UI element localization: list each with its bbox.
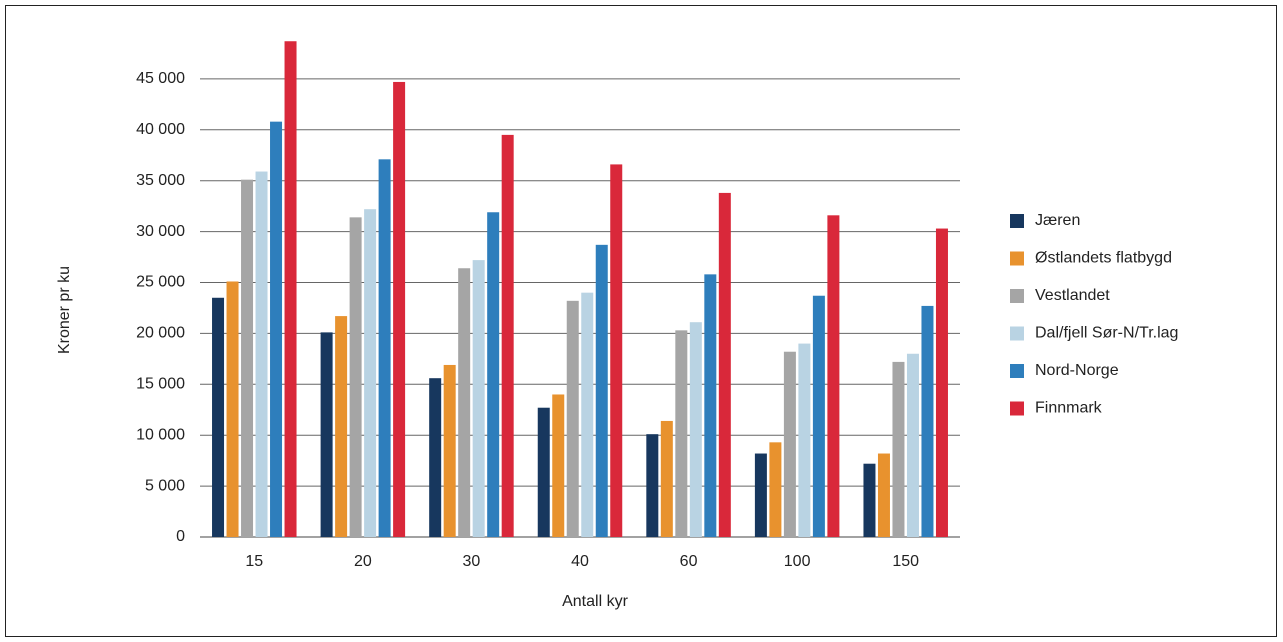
y-axis-title: Kroner pr ku (56, 266, 73, 354)
x-tick-label: 40 (571, 553, 589, 570)
bar (921, 305, 934, 537)
bar (769, 442, 782, 537)
legend-swatch (1010, 214, 1024, 228)
bar (429, 378, 442, 537)
bar (537, 407, 550, 537)
bar (581, 292, 594, 537)
x-tick-label: 60 (680, 553, 698, 570)
bar (349, 217, 362, 537)
bar (877, 453, 890, 537)
bar (335, 316, 348, 537)
bar (487, 212, 500, 537)
bar (689, 322, 702, 537)
bar (458, 268, 471, 537)
bar (704, 274, 717, 537)
y-tick-label: 35 000 (136, 172, 185, 189)
legend-label: Jæren (1035, 212, 1080, 229)
bar (270, 121, 283, 537)
bar (827, 215, 840, 537)
legend-swatch (1010, 326, 1024, 341)
bar (610, 164, 623, 538)
bar (812, 295, 825, 537)
x-tick-label: 100 (784, 553, 811, 570)
x-axis-title: Antall kyr (562, 593, 628, 610)
legend-label: Nord-Norge (1035, 362, 1119, 379)
bar (393, 81, 406, 537)
y-tick-label: 45 000 (136, 70, 185, 87)
y-tick-label: 10 000 (136, 426, 185, 443)
bar (501, 134, 514, 537)
bar (718, 192, 731, 537)
bar (255, 171, 268, 537)
bar (226, 281, 239, 537)
y-tick-label: 20 000 (136, 325, 185, 342)
y-tick-label: 15 000 (136, 376, 185, 393)
bar (443, 364, 456, 537)
legend-label: Dal/fjell Sør-N/Tr.lag (1035, 325, 1178, 342)
bar (364, 209, 377, 538)
bar (675, 330, 688, 537)
bar (863, 463, 876, 537)
bar (660, 420, 673, 537)
bar (798, 343, 811, 537)
y-tick-label: 0 (176, 528, 185, 545)
legend-label: Vestlandet (1035, 287, 1110, 304)
bar (378, 159, 391, 537)
bar (754, 453, 767, 537)
frame (5, 5, 1277, 637)
bar (935, 228, 948, 537)
legend-swatch (1010, 364, 1024, 378)
bar (646, 434, 659, 537)
bar (212, 297, 225, 537)
legend-swatch (1010, 251, 1024, 266)
bar (906, 353, 919, 537)
x-tick-label: 20 (354, 553, 372, 570)
legend-label: Østlandets flatbygd (1035, 250, 1172, 267)
bar (892, 361, 905, 537)
bar (284, 41, 297, 537)
bar (472, 260, 485, 537)
x-tick-label: 15 (245, 553, 263, 570)
y-tick-label: 25 000 (136, 274, 185, 291)
bar (320, 332, 333, 537)
y-tick-label: 30 000 (136, 223, 185, 240)
bar (552, 394, 565, 537)
legend-swatch (1010, 401, 1024, 416)
x-tick-label: 150 (892, 553, 919, 570)
bar (783, 351, 796, 537)
bar (566, 300, 579, 537)
y-tick-label: 40 000 (136, 121, 185, 138)
y-tick-label: 5 000 (145, 477, 185, 494)
bar (595, 244, 608, 538)
legend-swatch (1010, 289, 1024, 303)
x-tick-label: 30 (463, 553, 481, 570)
bar (241, 179, 254, 537)
legend-label: Finnmark (1035, 400, 1103, 417)
